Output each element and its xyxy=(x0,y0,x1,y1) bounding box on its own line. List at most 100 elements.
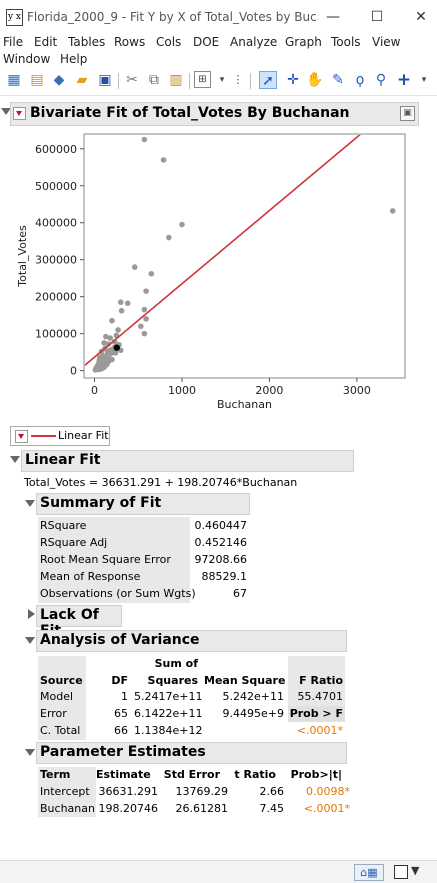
data-point[interactable] xyxy=(160,157,167,163)
menu-tools[interactable]: Tools xyxy=(331,35,361,49)
layout-icon[interactable]: ⊞ xyxy=(194,71,211,88)
menu-edit[interactable]: Edit xyxy=(34,35,58,49)
data-point[interactable] xyxy=(166,234,172,241)
summary-row-label: Observations (or Sum Wgts) xyxy=(40,587,196,600)
collapse-triangle-icon[interactable] xyxy=(25,637,35,644)
maximize-button[interactable]: ☐ xyxy=(370,9,384,25)
menu-window[interactable]: Window xyxy=(3,52,51,66)
tools-dropdown-icon[interactable]: ▾ xyxy=(421,75,427,85)
open-folder-icon[interactable]: ▰ xyxy=(76,72,88,88)
data-point[interactable] xyxy=(143,316,149,322)
param-row-term: Buchanan xyxy=(40,802,95,815)
python-icon[interactable]: ◆ xyxy=(53,72,65,88)
data-point[interactable] xyxy=(109,317,115,324)
expand-triangle-icon[interactable] xyxy=(28,609,35,619)
x-tick-label: 1000 xyxy=(168,384,196,397)
minimize-button[interactable]: — xyxy=(326,9,340,25)
linear-fit-line[interactable] xyxy=(84,126,405,367)
lack-of-fit-header[interactable]: Lack Of Fit xyxy=(36,605,122,639)
window-list-dropdown-icon[interactable]: ▼ xyxy=(411,864,420,877)
menu-tables[interactable]: Tables xyxy=(68,35,106,49)
summary-row-label: Mean of Response xyxy=(40,570,141,583)
menu-help[interactable]: Help xyxy=(60,52,88,66)
bivariate-title: Bivariate Fit of Total_Votes By Buchanan xyxy=(30,105,350,121)
data-point[interactable] xyxy=(141,306,148,313)
report-options-icon[interactable]: ▣ xyxy=(400,106,415,121)
legend-box[interactable]: Linear Fit xyxy=(10,426,110,446)
new-script-icon[interactable]: ▤ xyxy=(30,72,44,88)
data-point[interactable] xyxy=(143,288,149,294)
anova-fratio-column xyxy=(288,656,345,706)
data-point[interactable] xyxy=(131,264,138,270)
data-point[interactable] xyxy=(141,330,148,337)
paste-icon[interactable]: ▥ xyxy=(169,72,183,88)
red-triangle-menu-icon[interactable] xyxy=(13,107,26,120)
legend-line-swatch xyxy=(31,435,56,437)
data-point[interactable] xyxy=(179,221,185,228)
data-point[interactable] xyxy=(101,340,107,346)
anova-row-df: 65 xyxy=(114,707,128,720)
menu-rows[interactable]: Rows xyxy=(114,35,146,49)
data-point[interactable] xyxy=(141,136,148,143)
arrow-tool-icon[interactable]: ➚ xyxy=(259,71,277,89)
data-point[interactable] xyxy=(107,335,114,341)
brush-tool-icon[interactable]: ✎ xyxy=(332,72,344,88)
copy-icon[interactable]: ⧉ xyxy=(149,72,159,88)
data-point[interactable] xyxy=(112,350,119,356)
menu-file[interactable]: File xyxy=(3,35,24,49)
data-point[interactable] xyxy=(107,347,114,354)
lasso-tool-icon[interactable]: ϙ xyxy=(355,72,365,88)
selected-data-point[interactable] xyxy=(113,344,120,351)
fit-equation: Total_Votes = 36631.291 + 198.20746*Buch… xyxy=(24,476,298,489)
summary-of-fit-header: Summary of Fit xyxy=(36,493,250,515)
menu-view[interactable]: View xyxy=(372,35,401,49)
add-tool-icon[interactable]: + xyxy=(396,70,412,90)
cut-icon[interactable]: ✂ xyxy=(126,72,138,88)
data-point[interactable] xyxy=(96,357,103,364)
param-row-estimate: 198.20746 xyxy=(98,802,159,815)
summary-row-value: 0.460447 xyxy=(194,519,248,532)
param-row-std-error: 13769.29 xyxy=(175,785,229,798)
data-point[interactable] xyxy=(389,208,396,214)
menu-cols[interactable]: Cols xyxy=(156,35,182,49)
data-point[interactable] xyxy=(148,270,155,277)
anova-row-f: <.0001* xyxy=(296,724,343,737)
window-list-icon[interactable] xyxy=(394,865,408,879)
dropdown-chevron-icon[interactable]: ▾ xyxy=(219,75,225,85)
hand-tool-icon[interactable]: ✋ xyxy=(306,72,324,88)
data-point[interactable] xyxy=(100,360,107,366)
magnifier-tool-icon[interactable]: ⚲ xyxy=(375,72,387,88)
parameter-estimates-title: Parameter Estimates xyxy=(40,744,206,760)
anova-row-ss: 1.1384e+12 xyxy=(134,724,203,737)
x-tick-label: 0 xyxy=(91,384,98,397)
red-triangle-menu-icon[interactable] xyxy=(15,430,28,443)
anova-row-df: 1 xyxy=(121,690,128,703)
data-point[interactable] xyxy=(118,307,125,314)
more-dropdown-icon[interactable]: ⋮ xyxy=(232,73,244,86)
crosshair-tool-icon[interactable]: ✛ xyxy=(287,72,299,88)
menu-doe[interactable]: DOE xyxy=(193,35,220,49)
new-data-table-icon[interactable]: ▦ xyxy=(7,72,21,88)
data-point[interactable] xyxy=(102,353,109,360)
save-icon[interactable]: ▣ xyxy=(98,72,112,88)
menu-graph[interactable]: Graph xyxy=(285,35,322,49)
data-point[interactable] xyxy=(103,333,109,340)
close-button[interactable]: ✕ xyxy=(415,9,427,25)
home-icon[interactable]: ⌂▦ xyxy=(354,864,384,881)
anova-header: Analysis of Variance xyxy=(36,630,347,652)
collapse-triangle-icon[interactable] xyxy=(25,749,35,756)
scatter-chart[interactable]: 0 100000 200000 300000 400000 500000 600000 0 10… xyxy=(0,126,437,426)
y-tick-label: 600000 xyxy=(35,143,77,156)
data-point[interactable] xyxy=(124,300,131,307)
collapse-triangle-icon[interactable] xyxy=(10,456,20,463)
data-point[interactable] xyxy=(117,299,124,306)
collapse-triangle-icon[interactable] xyxy=(25,500,35,507)
title-bar: y x Florida_2000_9 - Fit Y by X of Total… xyxy=(0,0,437,34)
data-point[interactable] xyxy=(115,327,121,333)
collapse-triangle-icon[interactable] xyxy=(1,108,11,115)
data-point[interactable] xyxy=(92,367,99,373)
data-point[interactable] xyxy=(138,323,144,330)
data-point[interactable] xyxy=(109,356,115,363)
menu-analyze[interactable]: Analyze xyxy=(230,35,278,49)
data-point[interactable] xyxy=(105,341,112,347)
